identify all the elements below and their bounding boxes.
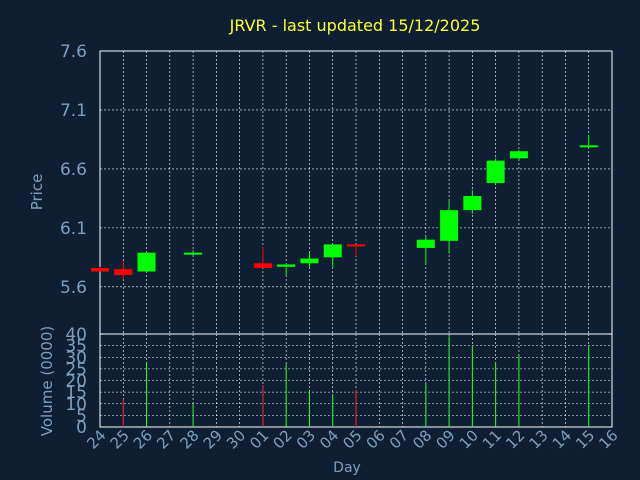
candle-body	[463, 196, 482, 211]
candle	[463, 190, 482, 214]
volume-tick-label: 0	[76, 418, 87, 438]
candles	[91, 134, 598, 279]
candle	[137, 252, 156, 273]
price-axis-label: Price	[28, 174, 46, 211]
candle-body	[300, 258, 319, 264]
candle-body	[253, 263, 272, 268]
chart-title: JRVR - last updated 15/12/2025	[229, 16, 481, 35]
candle	[440, 200, 459, 254]
candle	[184, 250, 203, 255]
candle-body	[277, 264, 296, 267]
candle	[114, 260, 133, 279]
candle-body	[184, 252, 203, 255]
price-y-ticks: 7.6 7.1 6.6 6.1 5.6	[60, 42, 87, 298]
x-ticks: 2425262728293001020304050607080910111213…	[83, 426, 621, 452]
volume-bars	[122, 336, 590, 427]
volume-tick-label: 35	[65, 337, 87, 357]
volume-tick-label: 20	[65, 372, 87, 392]
price-tick-label: 6.6	[60, 160, 87, 180]
candle-body	[323, 244, 342, 258]
candle-body	[509, 151, 528, 159]
price-tick-label: 6.1	[60, 219, 87, 239]
candle-body	[347, 244, 365, 247]
price-tick-label: 5.6	[60, 278, 87, 298]
candle	[347, 244, 365, 257]
candle	[509, 150, 528, 160]
candle-body	[137, 252, 156, 272]
candle	[486, 158, 505, 186]
volume-tick-label: 5	[76, 406, 87, 426]
x-axis-label: Day	[333, 460, 361, 476]
candle	[91, 266, 109, 272]
price-tick-label: 7.6	[60, 42, 87, 62]
candle-body	[114, 269, 133, 276]
volume-tick-label: 25	[65, 360, 87, 380]
volume-tick-label: 30	[65, 348, 87, 368]
price-grid	[100, 51, 612, 334]
candle	[579, 134, 598, 148]
candle	[323, 244, 342, 268]
candle-body	[579, 145, 598, 148]
candle-body	[416, 239, 435, 248]
candle	[277, 263, 296, 276]
price-panel: 7.6 7.1 6.6 6.1 5.6 Price	[28, 42, 613, 335]
volume-axis-label: Volume (0000)	[38, 326, 56, 436]
volume-tick-label: 40	[65, 325, 87, 345]
candle-body	[91, 267, 109, 272]
candle	[300, 252, 319, 268]
price-tick-label: 7.1	[60, 101, 87, 121]
candle-body	[440, 210, 459, 241]
volume-tick-label: 15	[65, 383, 87, 403]
candle	[253, 246, 272, 268]
candle	[416, 237, 435, 265]
candle-body	[486, 160, 505, 184]
volume-tick-label: 10	[65, 395, 87, 415]
